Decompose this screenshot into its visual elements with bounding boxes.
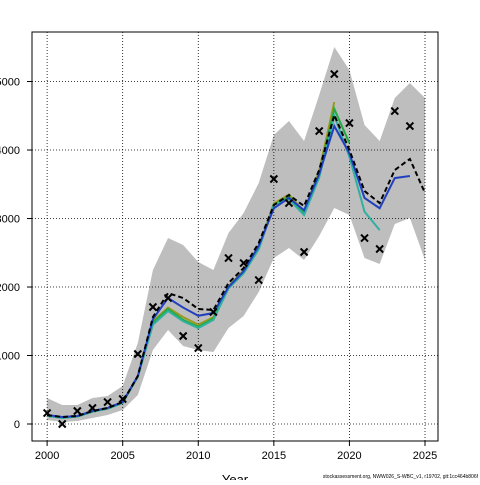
observation [73,406,82,416]
observation [103,397,112,407]
y-tick-label: 2000 [0,282,20,294]
observation [163,293,173,303]
observation [148,302,158,312]
x-tick-label: 2000 [35,450,59,462]
x-tick-label: 2020 [337,450,361,462]
observation [58,419,67,429]
observation [390,106,399,116]
observation [254,275,263,285]
x-tick-label: 2010 [186,450,210,462]
observation [239,258,248,268]
y-tick-label: 0 [14,419,20,431]
observation [269,174,279,184]
observation [224,253,233,263]
observation [194,343,203,353]
observation [118,394,127,404]
y-tick-label: 3000 [0,214,20,226]
observation [299,247,309,257]
line [46,123,411,419]
observation [405,121,415,131]
observation [88,403,97,413]
observation [209,307,218,317]
confidence-band [47,47,426,423]
observation [330,69,339,79]
observation [314,126,324,136]
observation [360,233,369,243]
plot-frame [31,31,439,442]
observation [42,408,52,418]
observation [345,118,354,128]
x-tick-label: 2025 [413,450,437,462]
observation [133,349,143,359]
y-tick-label: 4000 [0,145,20,157]
x-axis-label: Year [222,472,249,480]
observation [284,198,294,208]
observation [178,331,188,341]
line [46,112,426,419]
x-tick-label: 2015 [262,450,286,462]
observation [375,244,384,254]
x-tick-label: 2005 [110,450,134,462]
footer: stockassessment.org, NWW026_S-WBC_v1, r1… [323,474,479,480]
y-tick-label: 1000 [0,351,20,363]
